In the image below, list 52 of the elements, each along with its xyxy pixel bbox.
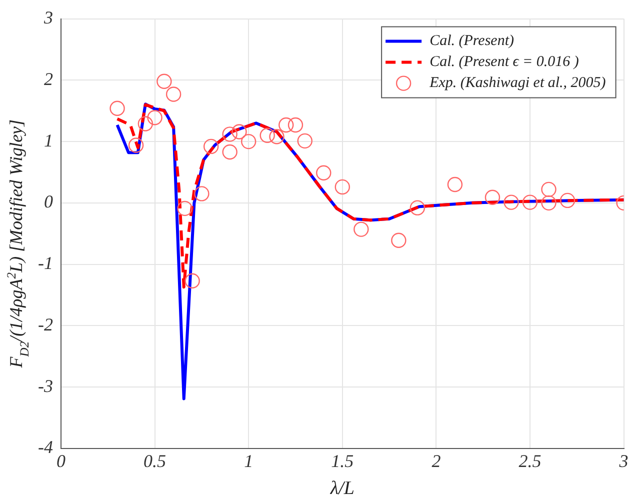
y-tick-label: -4: [38, 437, 53, 458]
y-tick-label: 2: [44, 68, 53, 89]
y-tick-label: -3: [38, 376, 53, 396]
point: [354, 222, 369, 237]
point: [297, 133, 312, 149]
point: [541, 195, 556, 211]
y-tick-label: 1: [44, 130, 53, 150]
y-tick-label: 0: [44, 192, 53, 212]
point: [541, 182, 556, 198]
y-tick-label: 3: [42, 8, 53, 28]
x-tick-label: 2: [432, 450, 441, 471]
y-tick-label: -1: [38, 253, 53, 274]
point: [447, 176, 463, 192]
point: [147, 110, 162, 126]
y-tick-label: -2: [38, 314, 53, 334]
point: [222, 126, 238, 142]
line-series: [116, 103, 624, 288]
point: [560, 192, 576, 208]
x-tick-label: 2.5: [518, 450, 542, 471]
point: [260, 128, 275, 144]
point: [240, 134, 256, 150]
point: [232, 124, 247, 140]
point: [484, 190, 500, 205]
point: [269, 129, 284, 144]
point: [410, 200, 426, 216]
legend-label: Exp. (Kashiwagi et al., 2005): [428, 75, 606, 92]
point: [334, 179, 350, 195]
point: [128, 138, 144, 153]
point: [316, 165, 332, 180]
point: [391, 232, 406, 248]
point: [166, 86, 182, 102]
legend-label: Cal. (Present): [430, 33, 514, 50]
x-tick-label: 3: [618, 450, 628, 471]
point: [522, 194, 538, 210]
point: [194, 186, 210, 202]
point: [222, 144, 238, 160]
x-tick-label: 1.5: [331, 450, 354, 471]
point: [288, 117, 304, 133]
point: [110, 100, 125, 116]
legend-label: Cal. (Present ϵ = 0.016 ): [430, 54, 579, 70]
x-tick-label: 0.5: [144, 450, 166, 471]
point: [184, 273, 200, 288]
x-axis-title: λ/L: [329, 478, 354, 496]
point: [138, 116, 154, 132]
x-tick-label: 1: [244, 450, 254, 471]
point: [203, 138, 219, 154]
point: [177, 200, 192, 216]
y-axis-title: FD2/(1/4ρgA2L) [Modified Wigley]: [4, 119, 32, 369]
x-tick-label: 0: [56, 450, 66, 471]
point: [278, 117, 294, 133]
point: [156, 74, 172, 89]
point: [504, 194, 519, 210]
